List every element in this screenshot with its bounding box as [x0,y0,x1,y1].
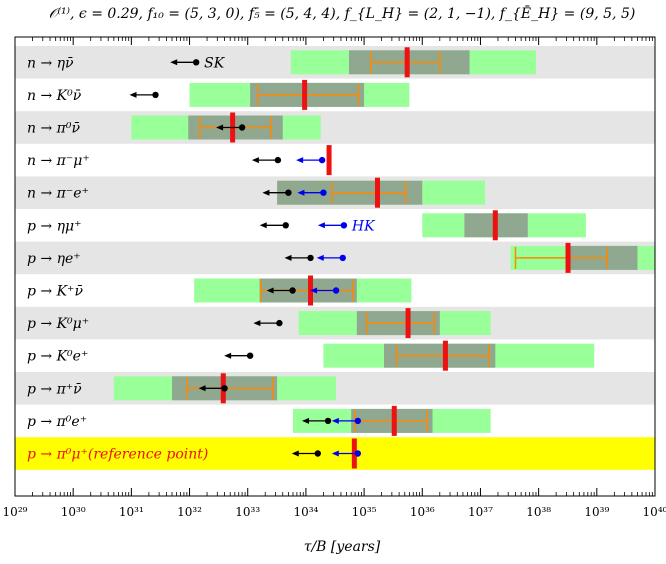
hk-bound-arrowhead [331,417,339,424]
tick-label: 10³⁷ [468,505,493,519]
row-label: n → ην̄ [27,55,74,71]
central-value-marker [326,145,332,176]
sk-bound-dot [307,254,314,262]
tick-label: 10³⁶ [410,505,435,519]
tick-label: 10³¹ [119,505,144,519]
row-background [15,111,655,144]
hk-bound-arrowhead [296,157,304,164]
tick-label: 10³⁴ [293,505,318,519]
sk-bound-arrowhead [266,287,274,294]
sk-bound-arrowhead [262,189,270,196]
sk-bound-dot [152,91,159,99]
central-value-marker [404,47,410,78]
sk-bound-arrowhead [302,417,310,424]
hk-bound-arrowhead [317,222,325,229]
row-label: p → ημ⁺ [27,218,81,234]
sk-bound-arrowhead [253,320,261,327]
sk-bound-dot [285,189,292,196]
range-bars [113,47,655,469]
bound-annotation: HK [351,218,376,234]
tick-label: 10³⁵ [352,505,377,519]
sk-bound-dot [238,124,246,131]
hk-bound-dot [354,417,362,425]
sk-bound-dot [289,287,296,294]
row-label: n → π⁰ν̄ [27,121,80,137]
hk-bound-dot [332,287,340,294]
row-label: n → π⁻μ⁺ [27,153,90,169]
sk-bound-dot [324,417,332,425]
x-axis-tick-labels: 10²⁹ 10³⁰ 10³¹ 10³² 10³³ 10³⁴ 10³⁵ 10³⁶ 10³⁷ 10³⁸… [3,505,666,519]
central-value-marker [492,210,498,241]
x-axis-ticks [14,37,656,496]
tick-label: 10³⁸ [526,505,551,519]
sk-bound-arrowhead [259,222,267,229]
sk-bound-arrowhead [129,91,137,98]
row-label: p → ηe⁺ [27,251,81,267]
row-labels: n → ην̄ n → K⁰ν̄ n → π⁰ν̄ n → π⁻μ⁺ n → π⁻e⁺ p… [27,55,376,462]
tick-label: 10³⁹ [584,505,609,519]
sk-bound-dot [314,450,321,457]
hk-bound-dot [339,254,346,262]
row-label: n → K⁰ν̄ [27,88,82,104]
central-value-marker [565,242,571,273]
sk-bound-dot [221,385,228,392]
plot-frame [14,36,656,497]
central-value-marker [374,177,380,208]
row-label: p → π⁰μ⁺(reference point) [27,447,208,463]
experimental-bounds [129,59,362,457]
central-value-marker [405,308,411,339]
row-label: p → K⁰e⁺ [27,349,88,365]
sk-bound-arrowhead [291,450,299,457]
row-label: p → π⁰e⁺ [27,414,87,430]
tick-label: 10³² [177,505,202,519]
sk-bound-dot [276,319,283,327]
hk-bound-arrowhead [316,254,324,261]
tick-label: 10³³ [235,505,260,519]
x-axis-title: τ/B [years] [304,539,381,555]
hk-bound-dot [320,189,327,196]
sk-bound-dot [246,352,254,359]
row-label: p → K⁺ν̄ [27,284,83,300]
tick-label: 10³⁰ [61,505,86,519]
hk-bound-dot [340,222,348,229]
chart-title: 𝒪⁽¹⁾, ϵ = 0.29, f₁₀ = (5, 3, 0), f₅̄ = (… [49,4,636,22]
row-label: p → π⁺ν̄ [27,381,82,397]
sk-bound-dot [192,59,200,66]
sk-bound-arrowhead [216,124,224,131]
sk-bound-dot [282,222,289,229]
row-label: p → K⁰μ⁺ [27,316,89,332]
central-value-marker [302,79,308,110]
sk-bound-arrowhead [198,385,206,392]
central-value-marker [391,405,397,436]
sk-bound-arrowhead [284,254,292,261]
tick-label: 10²⁹ [3,505,28,519]
hk-bound-dot [354,450,362,457]
hk-bound-arrowhead [310,287,318,294]
bound-annotation: SK [204,55,226,71]
hk-bound-dot [318,156,326,164]
sk-bound-arrowhead [170,59,178,66]
sk-bound-arrowhead [251,157,259,164]
central-value-marker [442,340,448,371]
sk-bound-dot [274,156,282,164]
hk-bound-arrowhead [297,189,305,196]
hk-bound-arrowhead [331,450,339,457]
sk-bound-arrowhead [224,352,232,359]
row-label: n → π⁻e⁺ [27,186,89,202]
tick-label: 10⁴⁰ [643,505,666,519]
